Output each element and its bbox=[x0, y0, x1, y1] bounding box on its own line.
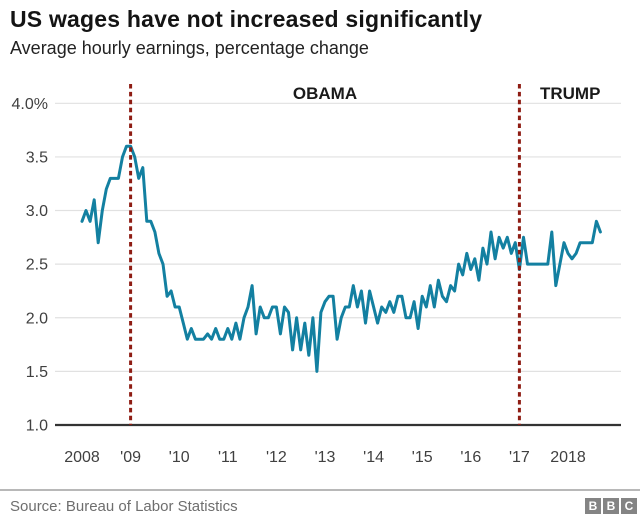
x-axis-label: '10 bbox=[169, 449, 190, 466]
x-axis-label: 2008 bbox=[64, 449, 100, 466]
y-axis-label: 3.5 bbox=[26, 149, 48, 166]
wage-line-chart: 4.0% 3.5 3.0 2.5 2.0 1.5 1.0 2008 '09 '10 '11 '12 '1… bbox=[12, 84, 621, 466]
bbc-logo-letter-c: C bbox=[621, 498, 637, 514]
x-axis-label: 2018 bbox=[550, 449, 586, 466]
president-label-trump: TRUMP bbox=[540, 84, 600, 103]
x-axis-label: '16 bbox=[460, 449, 481, 466]
wage-growth-line bbox=[80, 144, 602, 373]
y-axis-label: 2.0 bbox=[26, 310, 48, 327]
y-axis-label: 1.5 bbox=[26, 364, 48, 381]
source-credit: Source: Bureau of Labor Statistics bbox=[10, 498, 238, 515]
x-axis-label: '09 bbox=[120, 449, 141, 466]
bbc-logo-letter-b1: B bbox=[585, 498, 601, 514]
y-axis-label: 1.0 bbox=[26, 418, 48, 435]
chart-title: US wages have not increased significantl… bbox=[10, 6, 483, 32]
x-axis-label: '12 bbox=[266, 449, 287, 466]
y-axis-label: 4.0% bbox=[12, 96, 48, 113]
footer-divider bbox=[0, 489, 640, 491]
president-label-obama: OBAMA bbox=[293, 84, 357, 103]
y-axis-label: 2.5 bbox=[26, 257, 48, 274]
bbc-logo: B B C bbox=[585, 498, 637, 514]
x-axis-label: '14 bbox=[363, 449, 384, 466]
x-axis-label: '15 bbox=[412, 449, 433, 466]
x-axis-label: '11 bbox=[218, 449, 238, 466]
bbc-logo-letter-b2: B bbox=[603, 498, 619, 514]
chart-subtitle: Average hourly earnings, percentage chan… bbox=[10, 38, 369, 58]
y-axis-label: 3.0 bbox=[26, 203, 48, 220]
x-axis-label: '13 bbox=[315, 449, 336, 466]
x-axis-label: '17 bbox=[509, 449, 530, 466]
